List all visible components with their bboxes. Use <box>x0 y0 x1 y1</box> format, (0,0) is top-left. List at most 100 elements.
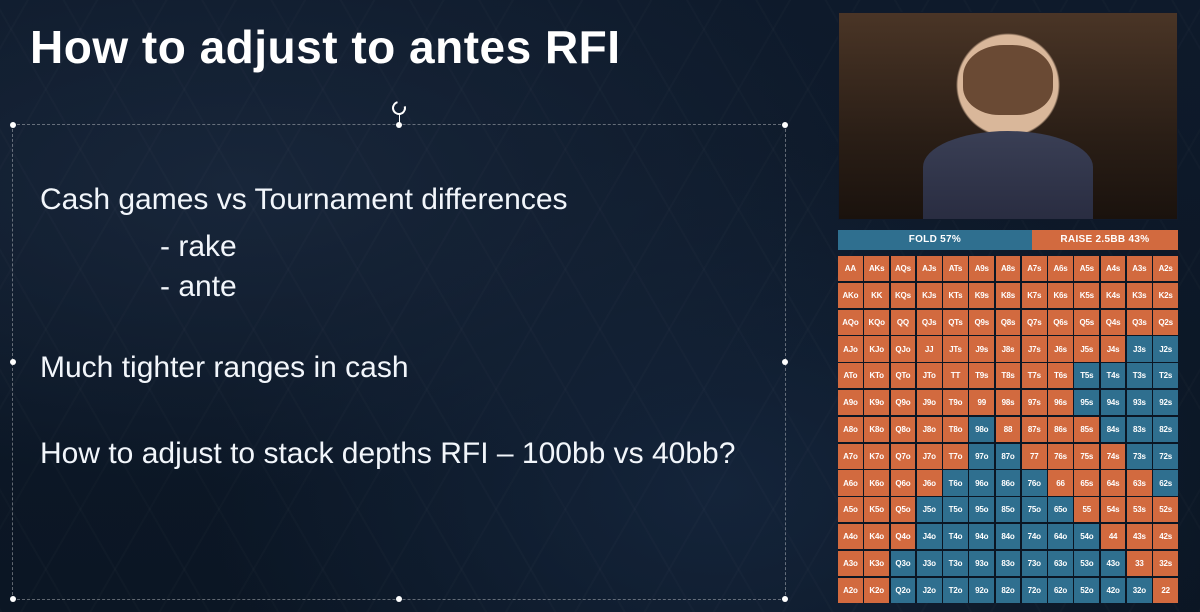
hand-cell[interactable]: 97s <box>1022 390 1047 415</box>
hand-cell[interactable]: Q4o <box>891 524 916 549</box>
hand-cell[interactable]: T4s <box>1101 363 1126 388</box>
resize-handle[interactable] <box>782 122 788 128</box>
hand-cell[interactable]: 77 <box>1022 444 1047 469</box>
hand-cell[interactable]: J3o <box>917 551 942 576</box>
hand-cell[interactable]: QJo <box>891 336 916 361</box>
hand-cell[interactable]: 84o <box>996 524 1021 549</box>
hand-cell[interactable]: J7o <box>917 444 942 469</box>
hand-cell[interactable]: 53o <box>1074 551 1099 576</box>
hand-cell[interactable]: J9o <box>917 390 942 415</box>
hand-cell[interactable]: A9o <box>838 390 863 415</box>
hand-cell[interactable]: 97o <box>969 444 994 469</box>
hand-cell[interactable]: J3s <box>1127 336 1152 361</box>
hand-cell[interactable]: 32s <box>1153 551 1178 576</box>
hand-cell[interactable]: J5o <box>917 497 942 522</box>
hand-cell[interactable]: J8s <box>996 336 1021 361</box>
hand-cell[interactable]: K3o <box>864 551 889 576</box>
hand-cell[interactable]: AKs <box>864 256 889 281</box>
hand-cell[interactable]: A5s <box>1074 256 1099 281</box>
hand-cell[interactable]: 43s <box>1127 524 1152 549</box>
hand-cell[interactable]: 44 <box>1101 524 1126 549</box>
hand-cell[interactable]: A5o <box>838 497 863 522</box>
hand-cell[interactable]: 83o <box>996 551 1021 576</box>
hand-cell[interactable]: 42s <box>1153 524 1178 549</box>
resize-handle[interactable] <box>396 596 402 602</box>
hand-cell[interactable]: 93o <box>969 551 994 576</box>
hand-cell[interactable]: Q3o <box>891 551 916 576</box>
hand-cell[interactable]: A9s <box>969 256 994 281</box>
hand-cell[interactable]: A2s <box>1153 256 1178 281</box>
hand-cell[interactable]: 66 <box>1048 470 1073 495</box>
hand-cell[interactable]: K4o <box>864 524 889 549</box>
hand-cell[interactable]: QQ <box>891 310 916 335</box>
hand-cell[interactable]: T8s <box>996 363 1021 388</box>
hand-cell[interactable]: 82s <box>1153 417 1178 442</box>
hand-cell[interactable]: KJs <box>917 283 942 308</box>
hand-cell[interactable]: 74s <box>1101 444 1126 469</box>
hand-cell[interactable]: J5s <box>1074 336 1099 361</box>
hand-cell[interactable]: QTo <box>891 363 916 388</box>
hand-cell[interactable]: 76o <box>1022 470 1047 495</box>
hand-cell[interactable]: 93s <box>1127 390 1152 415</box>
hand-cell[interactable]: Q3s <box>1127 310 1152 335</box>
hand-cell[interactable]: Q4s <box>1101 310 1126 335</box>
hand-cell[interactable]: T2o <box>943 578 968 603</box>
hand-cell[interactable]: 83s <box>1127 417 1152 442</box>
hand-cell[interactable]: K2o <box>864 578 889 603</box>
hand-cell[interactable]: Q6o <box>891 470 916 495</box>
hand-cell[interactable]: T8o <box>943 417 968 442</box>
hand-cell[interactable]: K7s <box>1022 283 1047 308</box>
hand-cell[interactable]: Q6s <box>1048 310 1073 335</box>
hand-cell[interactable]: 52s <box>1153 497 1178 522</box>
hand-cell[interactable]: A6s <box>1048 256 1073 281</box>
hand-cell[interactable]: JTs <box>943 336 968 361</box>
hand-cell[interactable]: JTo <box>917 363 942 388</box>
hand-cell[interactable]: 87s <box>1022 417 1047 442</box>
hand-cell[interactable]: 82o <box>996 578 1021 603</box>
hand-cell[interactable]: 76s <box>1048 444 1073 469</box>
hand-cell[interactable]: T2s <box>1153 363 1178 388</box>
hand-cell[interactable]: A3s <box>1127 256 1152 281</box>
hand-cell[interactable]: ATo <box>838 363 863 388</box>
hand-cell[interactable]: Q7o <box>891 444 916 469</box>
hand-cell[interactable]: AJs <box>917 256 942 281</box>
hand-cell[interactable]: 94s <box>1101 390 1126 415</box>
hand-cell[interactable]: T6o <box>943 470 968 495</box>
hand-cell[interactable]: Q5s <box>1074 310 1099 335</box>
hand-cell[interactable]: 72o <box>1022 578 1047 603</box>
hand-cell[interactable]: K2s <box>1153 283 1178 308</box>
hand-cell[interactable]: T9s <box>969 363 994 388</box>
hand-cell[interactable]: J6o <box>917 470 942 495</box>
hand-cell[interactable]: T5o <box>943 497 968 522</box>
hand-cell[interactable]: 75o <box>1022 497 1047 522</box>
hand-cell[interactable]: 96o <box>969 470 994 495</box>
hand-cell[interactable]: 72s <box>1153 444 1178 469</box>
hand-cell[interactable]: 95s <box>1074 390 1099 415</box>
resize-handle[interactable] <box>782 359 788 365</box>
hand-cell[interactable]: 73s <box>1127 444 1152 469</box>
hand-cell[interactable]: AKo <box>838 283 863 308</box>
hand-cell[interactable]: 52o <box>1074 578 1099 603</box>
hand-cell[interactable]: J4o <box>917 524 942 549</box>
hand-cell[interactable]: 75s <box>1074 444 1099 469</box>
hand-cell[interactable]: K7o <box>864 444 889 469</box>
hand-cell[interactable]: Q9s <box>969 310 994 335</box>
hand-cell[interactable]: A8o <box>838 417 863 442</box>
hand-cell[interactable]: A7s <box>1022 256 1047 281</box>
hand-cell[interactable]: AQs <box>891 256 916 281</box>
resize-handle[interactable] <box>396 122 402 128</box>
hand-cell[interactable]: T9o <box>943 390 968 415</box>
hand-cell[interactable]: T4o <box>943 524 968 549</box>
hand-cell[interactable]: 64s <box>1101 470 1126 495</box>
hand-cell[interactable]: 55 <box>1074 497 1099 522</box>
hand-cell[interactable]: 86s <box>1048 417 1073 442</box>
hand-cell[interactable]: 84s <box>1101 417 1126 442</box>
hand-cell[interactable]: KQs <box>891 283 916 308</box>
hand-cell[interactable]: 88 <box>996 417 1021 442</box>
hand-cell[interactable]: 22 <box>1153 578 1178 603</box>
hand-cell[interactable]: Q8o <box>891 417 916 442</box>
hand-cell[interactable]: Q5o <box>891 497 916 522</box>
hand-cell[interactable]: 92o <box>969 578 994 603</box>
hand-cell[interactable]: A4s <box>1101 256 1126 281</box>
hand-cell[interactable]: K5o <box>864 497 889 522</box>
